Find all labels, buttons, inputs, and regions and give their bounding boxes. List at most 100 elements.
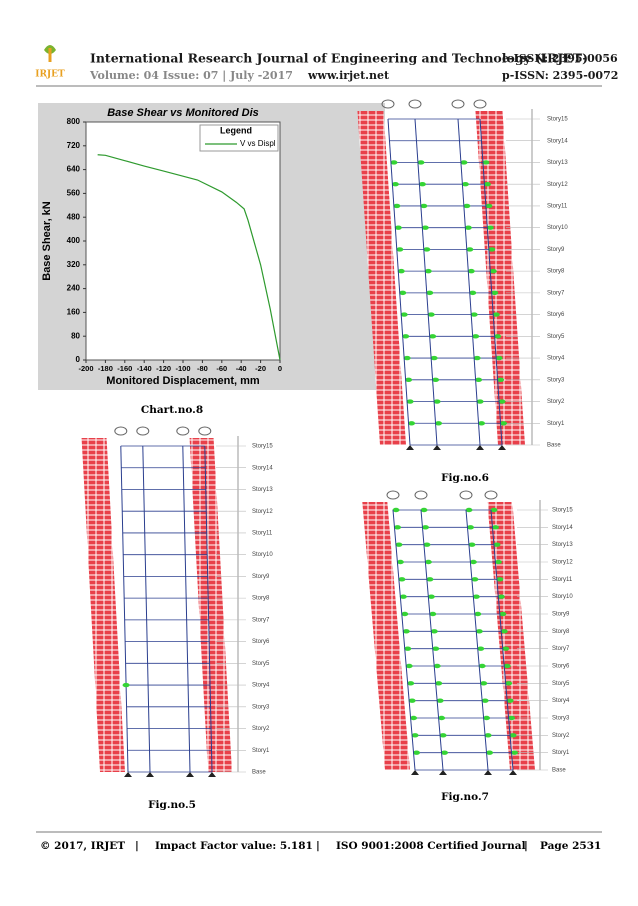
hinge <box>421 525 429 530</box>
column <box>387 118 411 446</box>
column <box>457 118 481 446</box>
hinge <box>433 399 441 404</box>
hinge <box>506 698 514 703</box>
legend-label: V vs Displ <box>240 139 276 148</box>
hinge <box>495 355 503 361</box>
hinge <box>424 559 432 565</box>
masonry-infill <box>357 111 406 445</box>
hinge <box>494 559 502 565</box>
hinge <box>438 715 446 721</box>
story-label: Story11 <box>547 204 568 210</box>
hinge <box>411 733 419 738</box>
hinge <box>496 577 504 582</box>
hinge <box>405 663 413 669</box>
header: IRJET International Research Journal of … <box>35 45 618 87</box>
masonry-infill <box>487 502 535 770</box>
support <box>124 772 132 777</box>
hinge <box>423 247 431 252</box>
hinge <box>476 399 484 404</box>
hinge <box>426 290 434 296</box>
hinge <box>396 247 404 252</box>
support <box>433 445 441 450</box>
caption: Fig.no.5 <box>148 799 196 811</box>
y-tick-label: 0 <box>76 355 81 364</box>
hinge <box>475 629 483 634</box>
story-label: Story9 <box>547 247 565 253</box>
story-label: Story15 <box>547 117 568 123</box>
hinge <box>493 542 501 547</box>
x-tick-label: -140 <box>137 364 152 373</box>
issue: Volume: 04 Issue: 07 | July -2017 <box>89 69 293 82</box>
frame-figure: Story15 Story14 Story13 Story12 Story11 Story… <box>81 426 273 777</box>
story-label: Story14 <box>552 525 573 531</box>
story-label: Story8 <box>252 596 270 602</box>
eissn: e-ISSN: 2395-0056 <box>502 52 618 65</box>
hinge <box>472 594 480 599</box>
hinge <box>404 646 412 651</box>
load-symbol <box>459 490 473 500</box>
hinge <box>421 225 429 230</box>
story-label: Story13 <box>552 542 573 548</box>
story-label: Story12 <box>547 182 568 188</box>
x-axis-label: Monitored Displacement, mm <box>106 375 260 387</box>
hinge <box>465 507 473 513</box>
hinge <box>122 682 130 688</box>
hinge <box>497 594 505 599</box>
hinge <box>408 421 416 426</box>
hinge <box>483 182 491 187</box>
story-label: Story14 <box>547 138 568 144</box>
story-label: Story9 <box>252 574 270 580</box>
story-label: Story5 <box>252 661 270 667</box>
caption: Chart.no.8 <box>141 404 203 416</box>
hinge <box>489 268 497 274</box>
hinge <box>397 268 405 274</box>
x-tick-label: -80 <box>197 364 208 373</box>
hinge <box>441 750 449 755</box>
hinge <box>430 629 438 634</box>
hinge <box>482 160 490 165</box>
hinge <box>427 312 435 317</box>
chart-title: Base Shear vs Monitored Dis <box>107 107 259 119</box>
column <box>420 509 444 771</box>
hinge <box>468 542 476 547</box>
story-label: Base <box>252 770 266 776</box>
masonry-infill <box>362 502 410 770</box>
support <box>509 770 517 775</box>
hinge <box>420 203 428 209</box>
hinge <box>466 525 474 530</box>
hinge <box>418 182 426 187</box>
story-label: Story11 <box>252 531 273 537</box>
hinge <box>481 698 489 703</box>
hinge <box>475 377 483 382</box>
x-tick-label: 0 <box>278 364 282 373</box>
hinge <box>423 542 431 547</box>
x-tick-label: -40 <box>236 364 247 373</box>
hinge <box>464 225 472 230</box>
hinge <box>483 715 491 721</box>
hinge <box>466 247 474 252</box>
hinge <box>406 399 414 404</box>
caption: Fig.no.7 <box>441 791 489 803</box>
hinge <box>460 160 468 165</box>
hinge <box>488 247 496 252</box>
support <box>484 770 492 775</box>
load-symbol <box>198 426 212 436</box>
hinge <box>399 594 407 599</box>
y-tick-label: 800 <box>67 117 81 126</box>
hinge <box>408 698 416 703</box>
hinge <box>480 681 488 686</box>
hinge <box>491 290 499 296</box>
hinge <box>390 160 398 165</box>
story-label: Story1 <box>547 421 565 427</box>
hinge <box>485 203 493 209</box>
x-tick-label: -20 <box>255 364 266 373</box>
impact-factor: Impact Factor value: 5.181 <box>155 840 313 852</box>
site: www.irjet.net <box>307 69 390 82</box>
y-tick-label: 640 <box>67 165 81 174</box>
story-label: Story4 <box>552 698 570 704</box>
separator: | <box>524 840 528 852</box>
hinge <box>477 646 485 651</box>
page-number: Page 2531 <box>540 840 601 852</box>
support <box>476 445 484 450</box>
load-symbol <box>136 426 150 436</box>
